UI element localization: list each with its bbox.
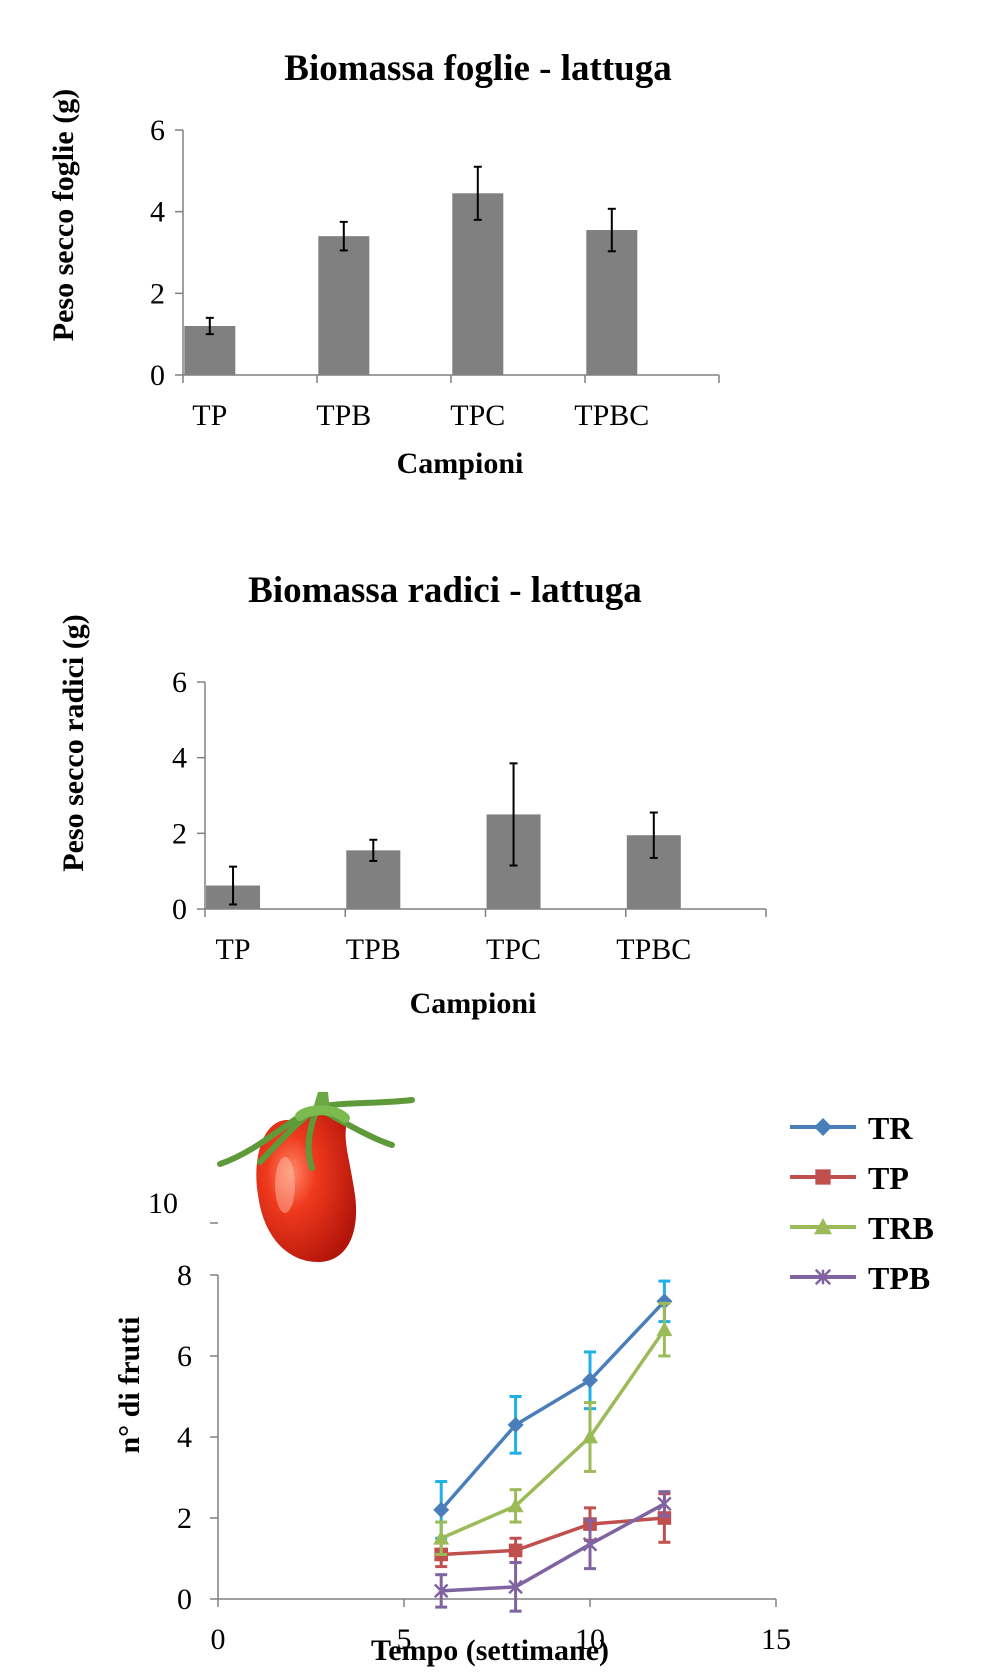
chart-fruit-xlabel: Tempo (settimane) [371,1634,609,1667]
chart-leaves-marks [184,165,638,375]
series-trb-point [507,1497,524,1513]
chart1-xtick-label: TP [192,399,227,432]
series-tpb-point [433,1583,449,1599]
chart1-bar [586,230,638,375]
series-tr-point [656,1293,673,1310]
series-tp-line [441,1516,665,1557]
series-tr-point [433,1501,450,1518]
chart1-bar [452,193,504,375]
series-tp-point [508,1543,523,1558]
chart-roots-marks [206,762,681,909]
chart-roots-ylabel: Peso secco radici (g) [57,614,90,871]
tomato-picture [217,1092,415,1262]
chart-fruit-extra-ytick: 10 [148,1187,178,1220]
chart3-ytick-label: 0 [177,1583,192,1616]
chart-roots-biomass: Biomassa radici - lattuga Peso secco rad… [57,570,767,1020]
series-trb-point [656,1321,673,1337]
chart3-ytick-label: 8 [177,1259,192,1292]
chart3-xtick-label: 5 [397,1623,412,1656]
chart1-ytick-label: 4 [150,196,165,229]
series-tpb-point [657,1496,672,1512]
chart2-ytick-label: 6 [172,666,187,699]
chart2-ytick-label: 4 [172,742,187,775]
series-trb-point [433,1530,450,1545]
chart2-xtick-label: TPC [486,933,541,966]
chart-leaves-xlabel: Campioni [397,447,524,480]
legend-trb-label: TRB [868,1210,934,1246]
series-tpb-line [441,1502,666,1593]
chart1-ytick-label: 6 [150,114,165,147]
chart2-ytick-label: 0 [172,893,187,926]
chart2-xtick-label: TPB [346,933,401,966]
chart3-ytick-label: 2 [177,1502,192,1535]
series-tr-line [439,1300,666,1512]
series-trb-line [440,1328,666,1540]
chart-leaves-biomass: Biomassa foglie - lattuga Peso secco fog… [47,48,720,480]
chart-roots-axes: 0 2 4 6 TP TPB TPC TPBC [172,666,767,966]
legend-tr-label: TR [868,1110,913,1146]
chart-leaves-ylabel: Peso secco foglie (g) [47,89,80,341]
chart-leaves-axes: 0 2 4 6 TP TPB TPC TPBC [150,114,720,432]
chart1-ytick-label: 0 [150,359,165,392]
chart-roots-title: Biomassa radici - lattuga [248,570,642,611]
chart2-xtick-label: TP [216,933,251,966]
legend-tp-swatch-marker [815,1169,831,1185]
chart-roots-xlabel: Campioni [410,987,537,1020]
series-tpb-point [508,1579,523,1595]
chart-fruit-count: n° di frutti Tempo (settimane) 10 024680… [113,1110,934,1667]
chart-leaves-title: Biomassa foglie - lattuga [284,48,671,89]
legend-tr-swatch-marker [814,1118,832,1136]
chart1-ytick-label: 2 [150,277,165,310]
chart2-xtick-label: TPBC [616,933,691,966]
series-tpb-point [582,1537,598,1552]
chart3-xtick-label: 15 [761,1623,791,1656]
series-trb-point [582,1429,598,1444]
chart1-xtick-label: TPC [450,399,505,432]
legend-tp-label: TP [868,1160,909,1196]
legend-trb-swatch-marker [814,1218,832,1235]
legend-tpb-label: TPB [868,1260,930,1296]
series-tr-point [582,1372,598,1389]
legend-tpb-swatch-marker [814,1268,832,1286]
chart3-xtick-label: 10 [575,1623,605,1656]
chart1-xtick-label: TPBC [574,399,649,432]
chart3-ytick-label: 6 [177,1340,192,1373]
chart3-ytick-label: 4 [177,1421,192,1454]
chart-fruit-axes: 0 2 4 6 8 0 5 10 15 [177,1222,791,1656]
series-tr-point [507,1416,524,1433]
chart-fruit-legend: TR TP TRB TPB [790,1110,934,1296]
chart-fruit-ylabel: n° di frutti [113,1316,146,1453]
chart1-bar [318,236,370,375]
chart3-xtick-label: 0 [211,1623,226,1656]
chart-fruit-marks [433,1279,673,1613]
chart1-xtick-label: TPB [316,399,371,432]
chart2-ytick-label: 2 [172,817,187,850]
